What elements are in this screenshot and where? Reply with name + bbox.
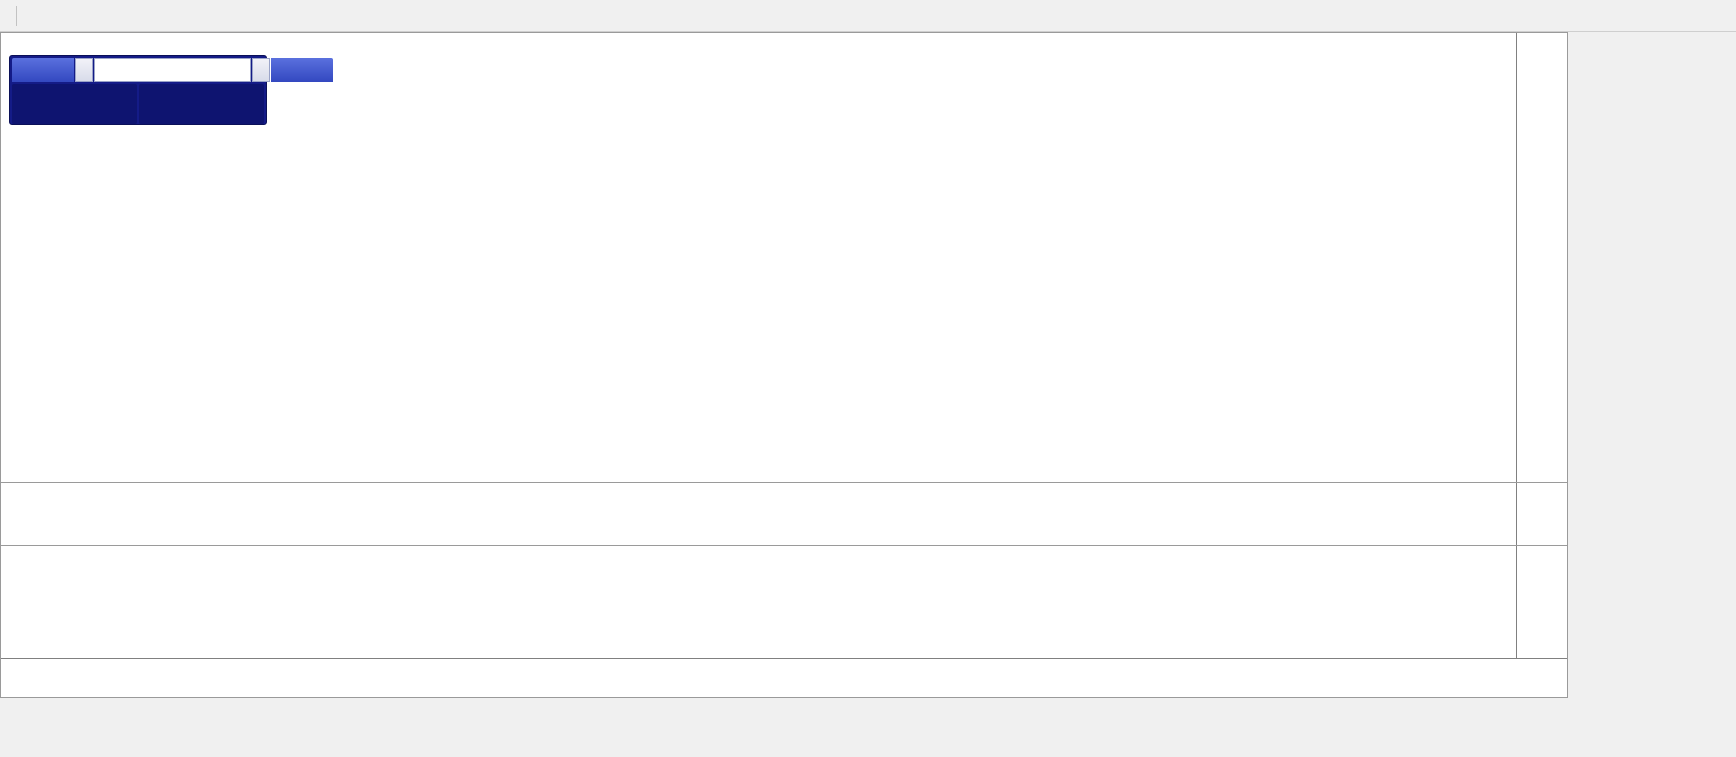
- chart-title: [9, 36, 23, 50]
- macd-price-axis[interactable]: [1516, 483, 1567, 545]
- main-price-axis[interactable]: [1516, 33, 1567, 482]
- rsi-canvas[interactable]: [1, 546, 1516, 658]
- macd-indicator-pane: [1, 483, 1569, 545]
- trade-panel-price-row: [12, 84, 264, 124]
- pane-separator-macd[interactable]: [1, 482, 1567, 483]
- toolbar-separator: [16, 5, 17, 26]
- buy-button[interactable]: [271, 58, 333, 82]
- sell-button[interactable]: [12, 58, 74, 82]
- trade-panel-top-row: [12, 58, 333, 82]
- sell-price-display[interactable]: [12, 84, 137, 124]
- rsi-price-axis[interactable]: [1516, 546, 1567, 658]
- volume-input[interactable]: [94, 58, 251, 82]
- macd-canvas[interactable]: [1, 483, 1516, 545]
- pane-separator-rsi[interactable]: [1, 545, 1567, 546]
- volume-decrease-button[interactable]: [75, 58, 93, 82]
- rsi-indicator-pane: [1, 546, 1569, 658]
- volume-increase-button[interactable]: [252, 58, 270, 82]
- buy-price-display[interactable]: [139, 84, 264, 124]
- chart-window: [0, 32, 1568, 698]
- time-axis[interactable]: [1, 658, 1567, 697]
- main-chart-pane: [1, 33, 1569, 482]
- top-toolbar: [0, 0, 1736, 32]
- one-click-trade-panel: [9, 55, 333, 125]
